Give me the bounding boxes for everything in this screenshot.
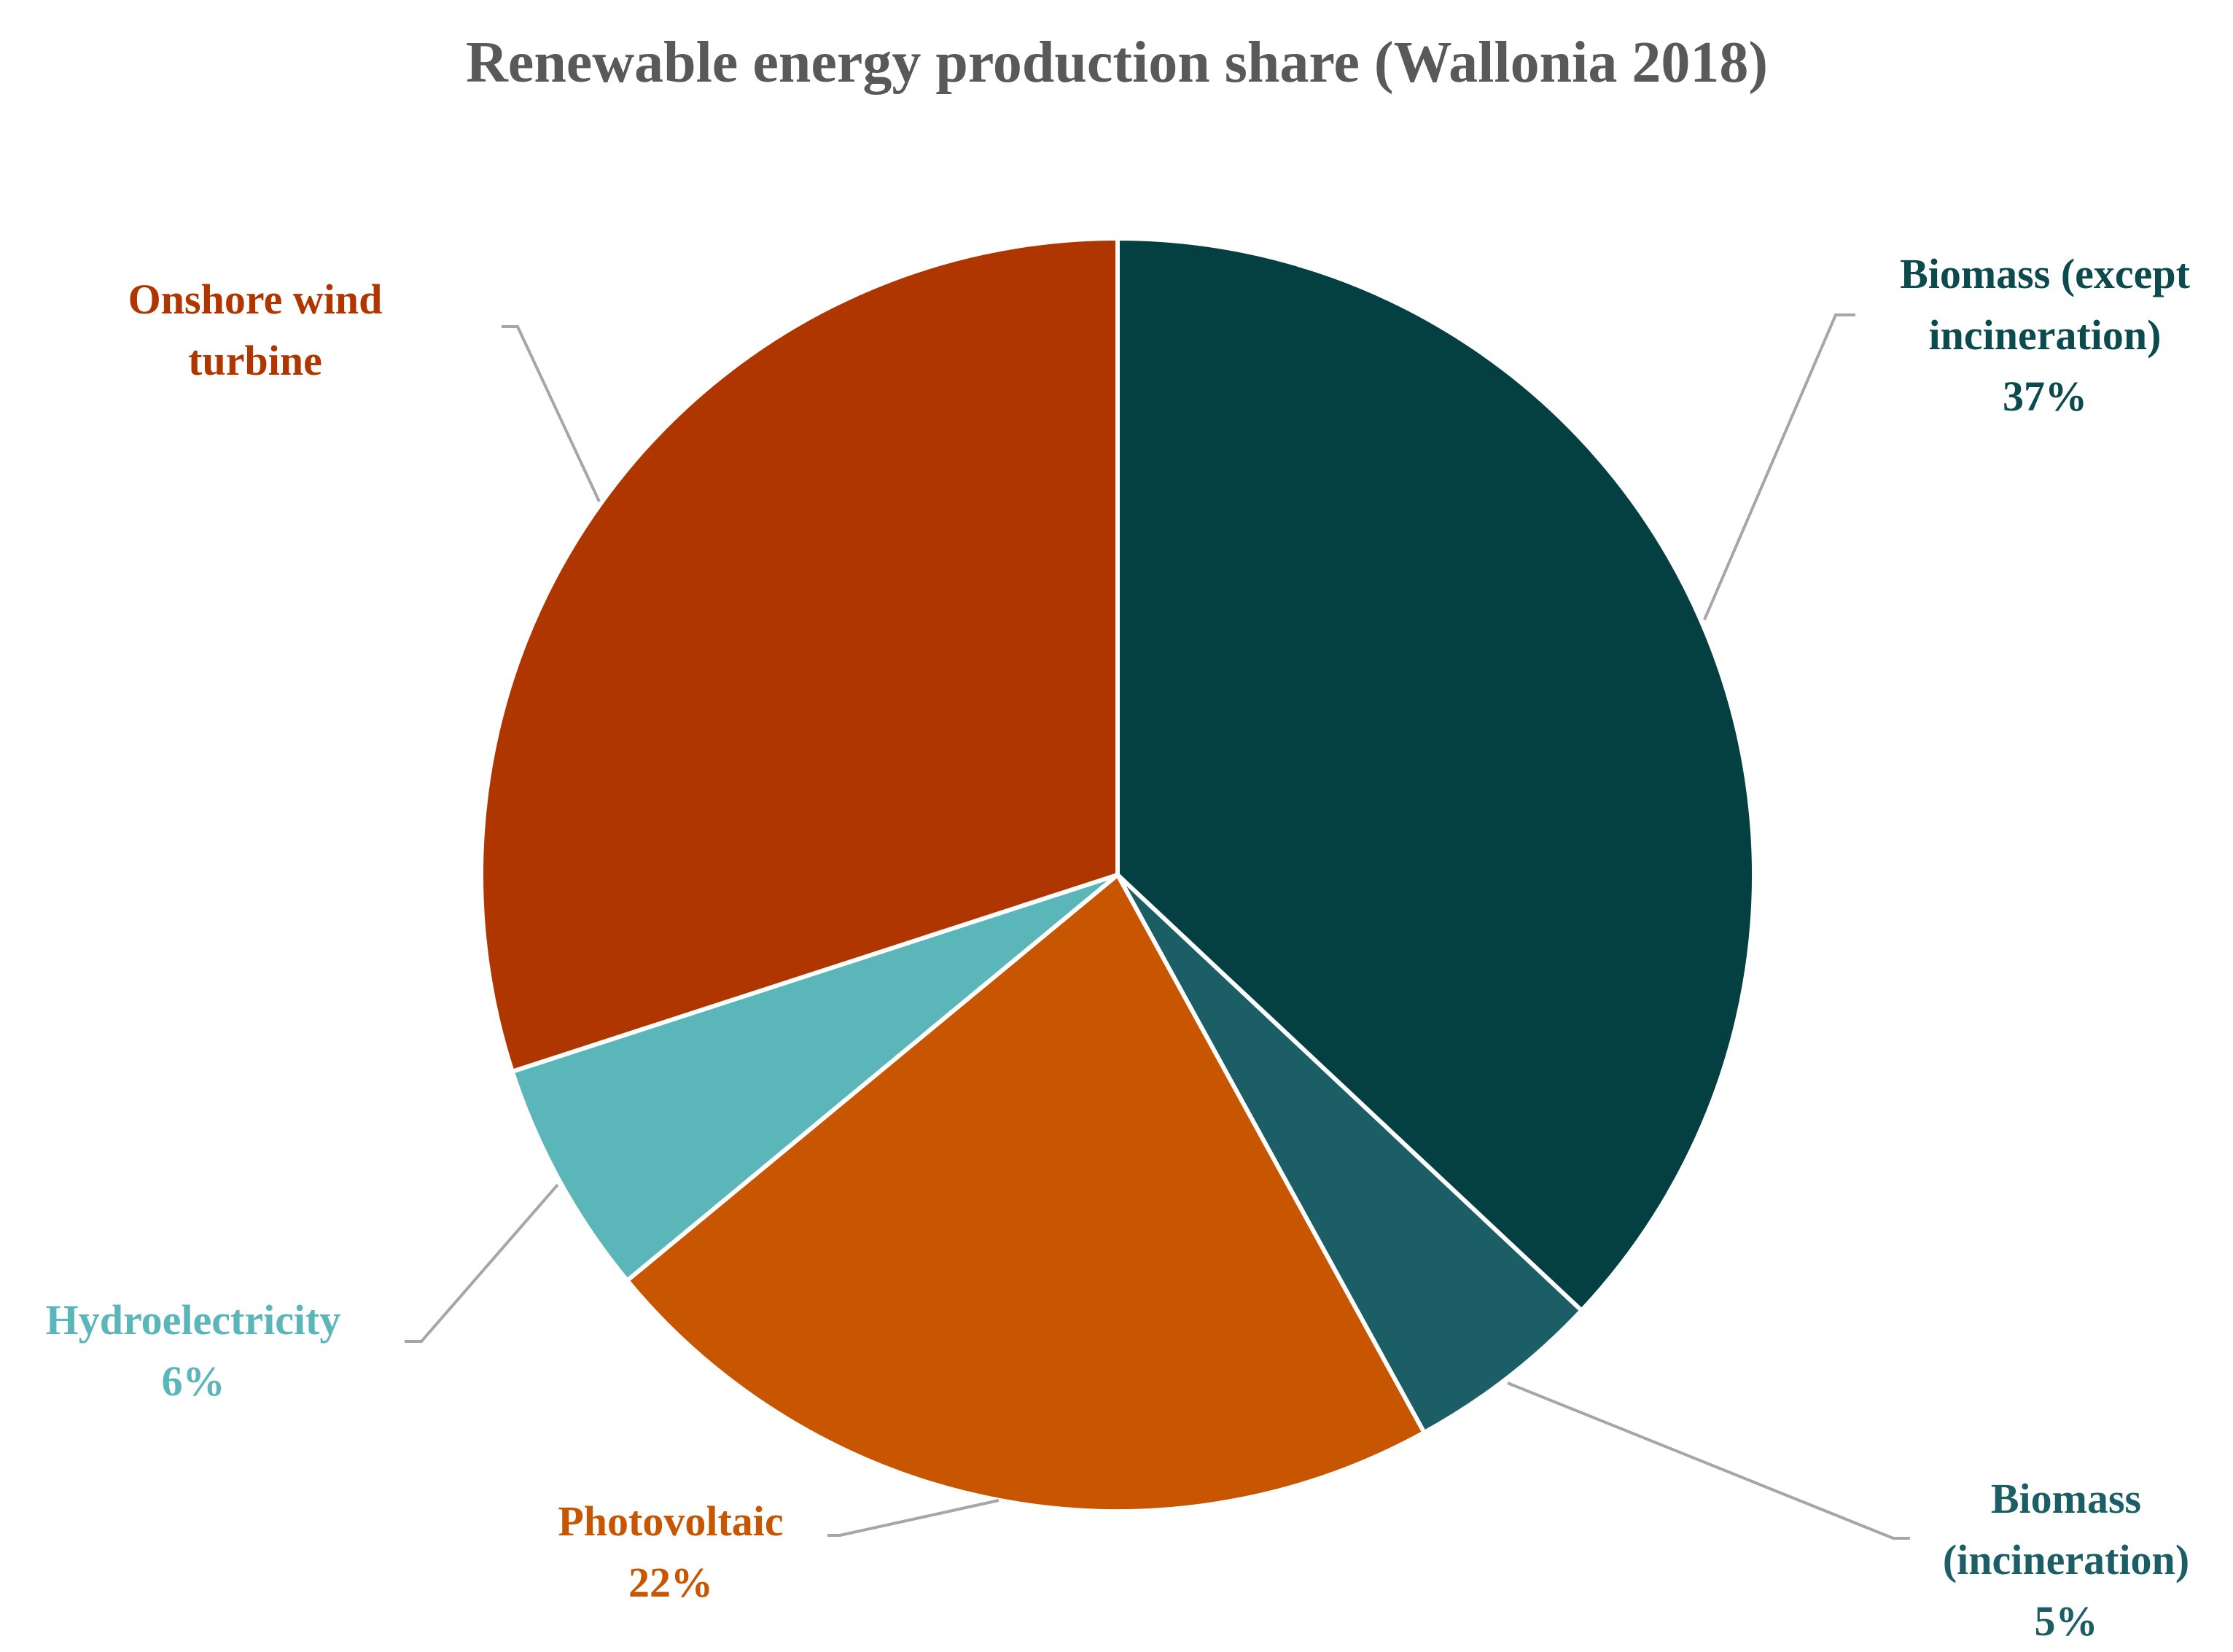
slices-layer xyxy=(479,236,1756,1513)
pie-slice-hydroelectricity xyxy=(510,873,1120,1283)
data-label-line: incineration) xyxy=(1929,311,2162,359)
data-label-onshore-wind-turbine: Onshore wind turbine xyxy=(128,276,383,384)
data-label-line: Onshore wind xyxy=(128,276,383,323)
leader-line-photovoltaic xyxy=(827,1499,999,1537)
data-label-line: 22% xyxy=(628,1559,713,1606)
data-label-line: turbine xyxy=(188,337,322,384)
pie-slice-biomass-except-incineration xyxy=(1115,236,1756,1313)
leader-line-biomass-except-incineration xyxy=(1703,313,1855,620)
leader-line-onshore-wind-turbine xyxy=(502,325,601,502)
data-label-line: 37% xyxy=(2003,373,2087,420)
data-label-line: 5% xyxy=(2035,1597,2098,1645)
data-label-line: (incineration) xyxy=(1943,1536,2189,1583)
data-label-line: Biomass (except xyxy=(1900,250,2191,297)
data-label-line: 6% xyxy=(162,1357,225,1405)
data-label-line: Hydroelectricity xyxy=(46,1296,341,1344)
leader-line-hydroelectricity xyxy=(405,1183,559,1343)
data-label-hydroelectricity: Hydroelectricity 6% xyxy=(46,1296,341,1405)
leader-lines-layer xyxy=(405,313,1910,1540)
data-label-biomass-except-incineration: Biomass (except incineration) 37% xyxy=(1900,250,2191,420)
leader-line-biomass-incineration xyxy=(1507,1382,1910,1540)
data-labels-layer: Biomass (except incineration) 37% Biomass (i… xyxy=(46,250,2191,1645)
chart-title: Renewable energy production share (Wallo… xyxy=(466,31,1768,95)
data-label-biomass-incineration: Biomass (incineration) 5% xyxy=(1943,1475,2189,1645)
data-label-line: Photovoltaic xyxy=(558,1497,783,1545)
data-label-line: Biomass xyxy=(1991,1475,2141,1522)
data-label-photovoltaic: Photovoltaic 22% xyxy=(558,1497,783,1606)
pie-slice-onshore-wind-turbine xyxy=(479,236,1120,1074)
pie-slice-biomass-incineration xyxy=(1115,873,1584,1435)
